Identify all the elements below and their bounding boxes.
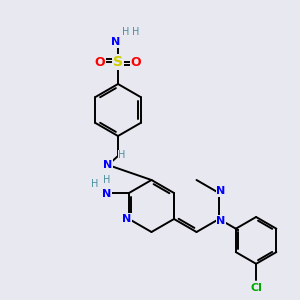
Text: N: N (111, 37, 121, 47)
Text: Cl: Cl (250, 283, 262, 293)
Text: N: N (216, 186, 226, 196)
Text: N: N (122, 214, 132, 224)
Text: N: N (103, 160, 112, 170)
Text: H: H (103, 175, 111, 185)
Text: N: N (102, 189, 112, 199)
Text: O: O (95, 56, 105, 68)
Text: N: N (216, 216, 226, 226)
Text: O: O (131, 56, 141, 68)
Text: H: H (132, 27, 140, 37)
Text: H: H (91, 179, 99, 189)
Text: H: H (118, 150, 126, 160)
Text: H: H (122, 27, 130, 37)
Text: S: S (113, 55, 123, 69)
